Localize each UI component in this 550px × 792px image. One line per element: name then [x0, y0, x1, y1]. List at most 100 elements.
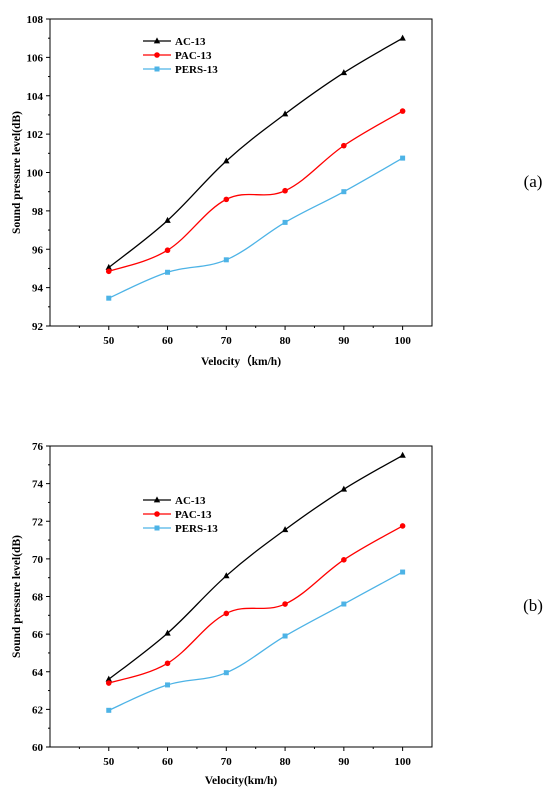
y-tick-label: 92 — [32, 321, 44, 333]
data-point — [223, 572, 230, 579]
y-tick-label: 104 — [27, 91, 44, 103]
series-pac-13 — [105, 523, 406, 686]
series-line — [108, 157, 403, 299]
series-line — [108, 571, 403, 711]
y-tick-label: 76 — [32, 441, 44, 453]
data-point — [282, 187, 288, 194]
legend-label: AC-13 — [175, 36, 206, 48]
data-point — [400, 155, 406, 161]
y-tick-label: 94 — [32, 283, 44, 295]
data-point — [165, 682, 171, 688]
y-tick-label: 96 — [32, 244, 44, 256]
y-tick-label: 66 — [32, 629, 44, 641]
data-point — [106, 707, 112, 713]
series-pers-13 — [106, 569, 406, 713]
data-point — [399, 523, 406, 529]
series-pers-13 — [106, 155, 406, 301]
legend-marker — [153, 37, 161, 44]
data-point — [340, 69, 348, 76]
legend-label: PERS-13 — [175, 64, 218, 76]
y-tick-label: 74 — [32, 479, 44, 491]
data-point — [340, 485, 348, 492]
series-ac-13 — [105, 451, 406, 682]
legend-marker — [154, 525, 160, 531]
data-point — [341, 601, 347, 607]
panel-label: (a) — [524, 172, 543, 191]
data-point — [223, 610, 230, 617]
plot-frame — [49, 445, 433, 748]
y-tick-label: 106 — [27, 52, 44, 64]
data-point — [223, 196, 230, 203]
legend-label: AC-13 — [175, 495, 206, 507]
data-point — [105, 680, 112, 686]
data-point — [223, 670, 229, 676]
data-point — [282, 601, 288, 607]
data-point — [106, 295, 112, 301]
legend-marker — [154, 511, 160, 517]
series-line — [108, 454, 403, 680]
x-tick-label: 60 — [162, 756, 174, 768]
series-line — [108, 525, 403, 684]
data-point — [282, 219, 288, 225]
legend: AC-13 PAC-13 PERS-13 — [143, 36, 218, 76]
chart-panel-b: 60 62 64 66 68 70 72 74 76 50 60 70 80 90 100 Velocity(… — [11, 441, 543, 787]
legend-label: PERS-13 — [175, 523, 218, 535]
y-tick-label: 70 — [32, 554, 44, 566]
data-point — [165, 269, 171, 275]
data-point — [281, 526, 289, 533]
legend-marker — [154, 52, 160, 58]
y-tick-label: 68 — [32, 592, 44, 604]
plot-frame — [49, 18, 433, 327]
data-point — [105, 263, 112, 270]
series-pac-13 — [105, 108, 406, 275]
chart-panel-a: 92 94 96 98 100 102 104 106 108 50 60 70 80 90 100 Velo… — [11, 14, 542, 368]
x-axis-title: Velocity(km/h) — [205, 775, 278, 787]
x-tick-label: 90 — [338, 756, 350, 768]
y-axis-title: Sound pressure level(dB) — [11, 111, 23, 234]
data-point — [223, 257, 229, 263]
x-tick-label: 70 — [221, 756, 233, 768]
data-point — [105, 675, 112, 682]
series-ac-13 — [105, 34, 406, 270]
x-tick-label: 100 — [394, 756, 411, 768]
data-point — [164, 247, 171, 254]
legend-label: PAC-13 — [175, 50, 212, 62]
data-point — [164, 660, 171, 667]
y-tick-label: 64 — [32, 667, 44, 679]
y-tick-label: 98 — [32, 206, 44, 218]
data-point — [400, 569, 406, 575]
y-axis-title: Sound pressure level(dB) — [11, 535, 23, 658]
legend-marker — [153, 496, 161, 503]
x-tick-label: 50 — [103, 335, 115, 347]
panel-label: (b) — [523, 596, 543, 615]
data-point — [164, 629, 171, 636]
x-tick-label: 90 — [338, 335, 350, 347]
data-point — [341, 142, 347, 149]
data-point — [399, 34, 406, 41]
legend: AC-13 PAC-13 PERS-13 — [143, 495, 218, 535]
data-point — [164, 216, 171, 223]
series-line — [108, 110, 403, 272]
data-point — [282, 633, 288, 639]
x-tick-label: 60 — [162, 335, 174, 347]
data-point — [341, 189, 347, 195]
x-tick-label: 80 — [280, 756, 292, 768]
data-point — [399, 108, 406, 114]
data-point — [341, 557, 347, 563]
x-tick-label: 100 — [394, 335, 411, 347]
x-axis-title: Velocity（km/h) — [201, 354, 281, 368]
x-tick-label: 50 — [103, 756, 115, 768]
series-line — [108, 37, 403, 268]
data-point — [223, 157, 230, 164]
data-point — [399, 451, 406, 458]
y-tick-label: 72 — [32, 516, 44, 528]
y-tick-label: 102 — [27, 129, 44, 141]
legend-label: PAC-13 — [175, 509, 212, 521]
y-tick-label: 108 — [27, 14, 44, 26]
legend-marker — [154, 66, 160, 72]
data-point — [281, 110, 289, 117]
x-tick-label: 80 — [280, 335, 292, 347]
y-tick-label: 62 — [32, 704, 44, 716]
x-tick-label: 70 — [221, 335, 233, 347]
